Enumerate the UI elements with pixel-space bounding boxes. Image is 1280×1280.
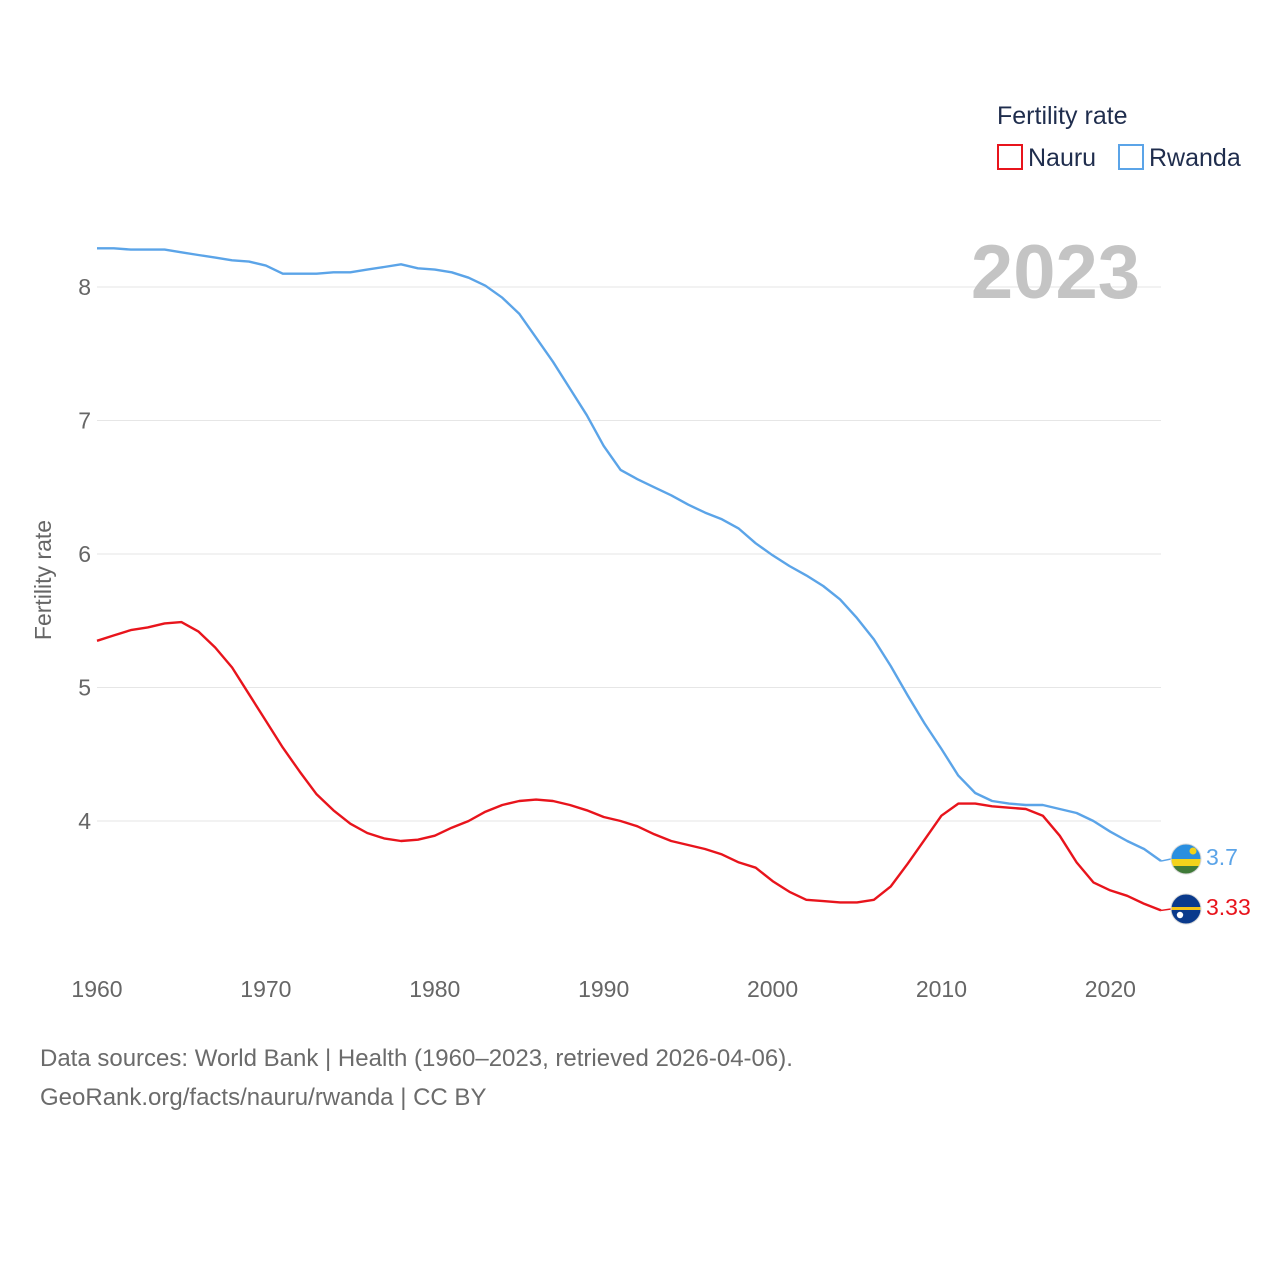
legend-label-nauru[interactable]: Nauru (1028, 144, 1096, 172)
legend: Fertility rate Nauru Rwanda (997, 102, 1241, 172)
series-line-rwanda[interactable] (97, 247, 1162, 862)
x-tick-label-2010: 2010 (916, 976, 967, 1002)
x-tick-label-2000: 2000 (747, 976, 798, 1002)
grid-lines (97, 286, 1161, 822)
x-axis: 1960 1970 1980 1990 2000 2010 2020 (71, 976, 1136, 1002)
rwanda-flag-icon (1170, 843, 1202, 875)
y-axis-title: Fertility rate (30, 520, 56, 640)
current-year-label: 2023 (971, 230, 1140, 315)
legend-title: Fertility rate (997, 102, 1128, 130)
x-tick-label-1990: 1990 (578, 976, 629, 1002)
x-tick-label-2020: 2020 (1085, 976, 1136, 1002)
x-tick-label-1960: 1960 (71, 976, 122, 1002)
nauru-connector (1160, 908, 1172, 912)
legend-swatch-nauru[interactable] (997, 144, 1023, 170)
attribution-link[interactable]: GeoRank.org/facts/nauru/rwanda | CC BY (40, 1084, 487, 1111)
rwanda-end-value: 3.7 (1206, 844, 1238, 870)
y-axis: 4 5 6 7 8 (78, 274, 91, 834)
y-tick-label-4: 4 (78, 808, 91, 834)
series-lines (96, 247, 1162, 912)
legend-label-rwanda[interactable]: Rwanda (1149, 144, 1241, 172)
rwanda-connector (1160, 858, 1172, 862)
y-tick-label-7: 7 (78, 408, 91, 434)
nauru-end-value: 3.33 (1206, 894, 1251, 920)
x-tick-label-1980: 1980 (409, 976, 460, 1002)
y-tick-label-6: 6 (78, 541, 91, 567)
nauru-flag-icon (1170, 893, 1202, 925)
nauru-end-marker: 3.33 (1160, 893, 1251, 925)
rwanda-end-marker: 3.7 (1160, 843, 1238, 875)
y-tick-label-8: 8 (78, 274, 91, 300)
y-tick-label-5: 5 (78, 675, 91, 701)
series-line-nauru[interactable] (96, 620, 1162, 912)
x-tick-label-1970: 1970 (240, 976, 291, 1002)
legend-swatch-rwanda[interactable] (1118, 144, 1144, 170)
data-source-text: Data sources: World Bank | Health (1960–… (40, 1045, 793, 1072)
